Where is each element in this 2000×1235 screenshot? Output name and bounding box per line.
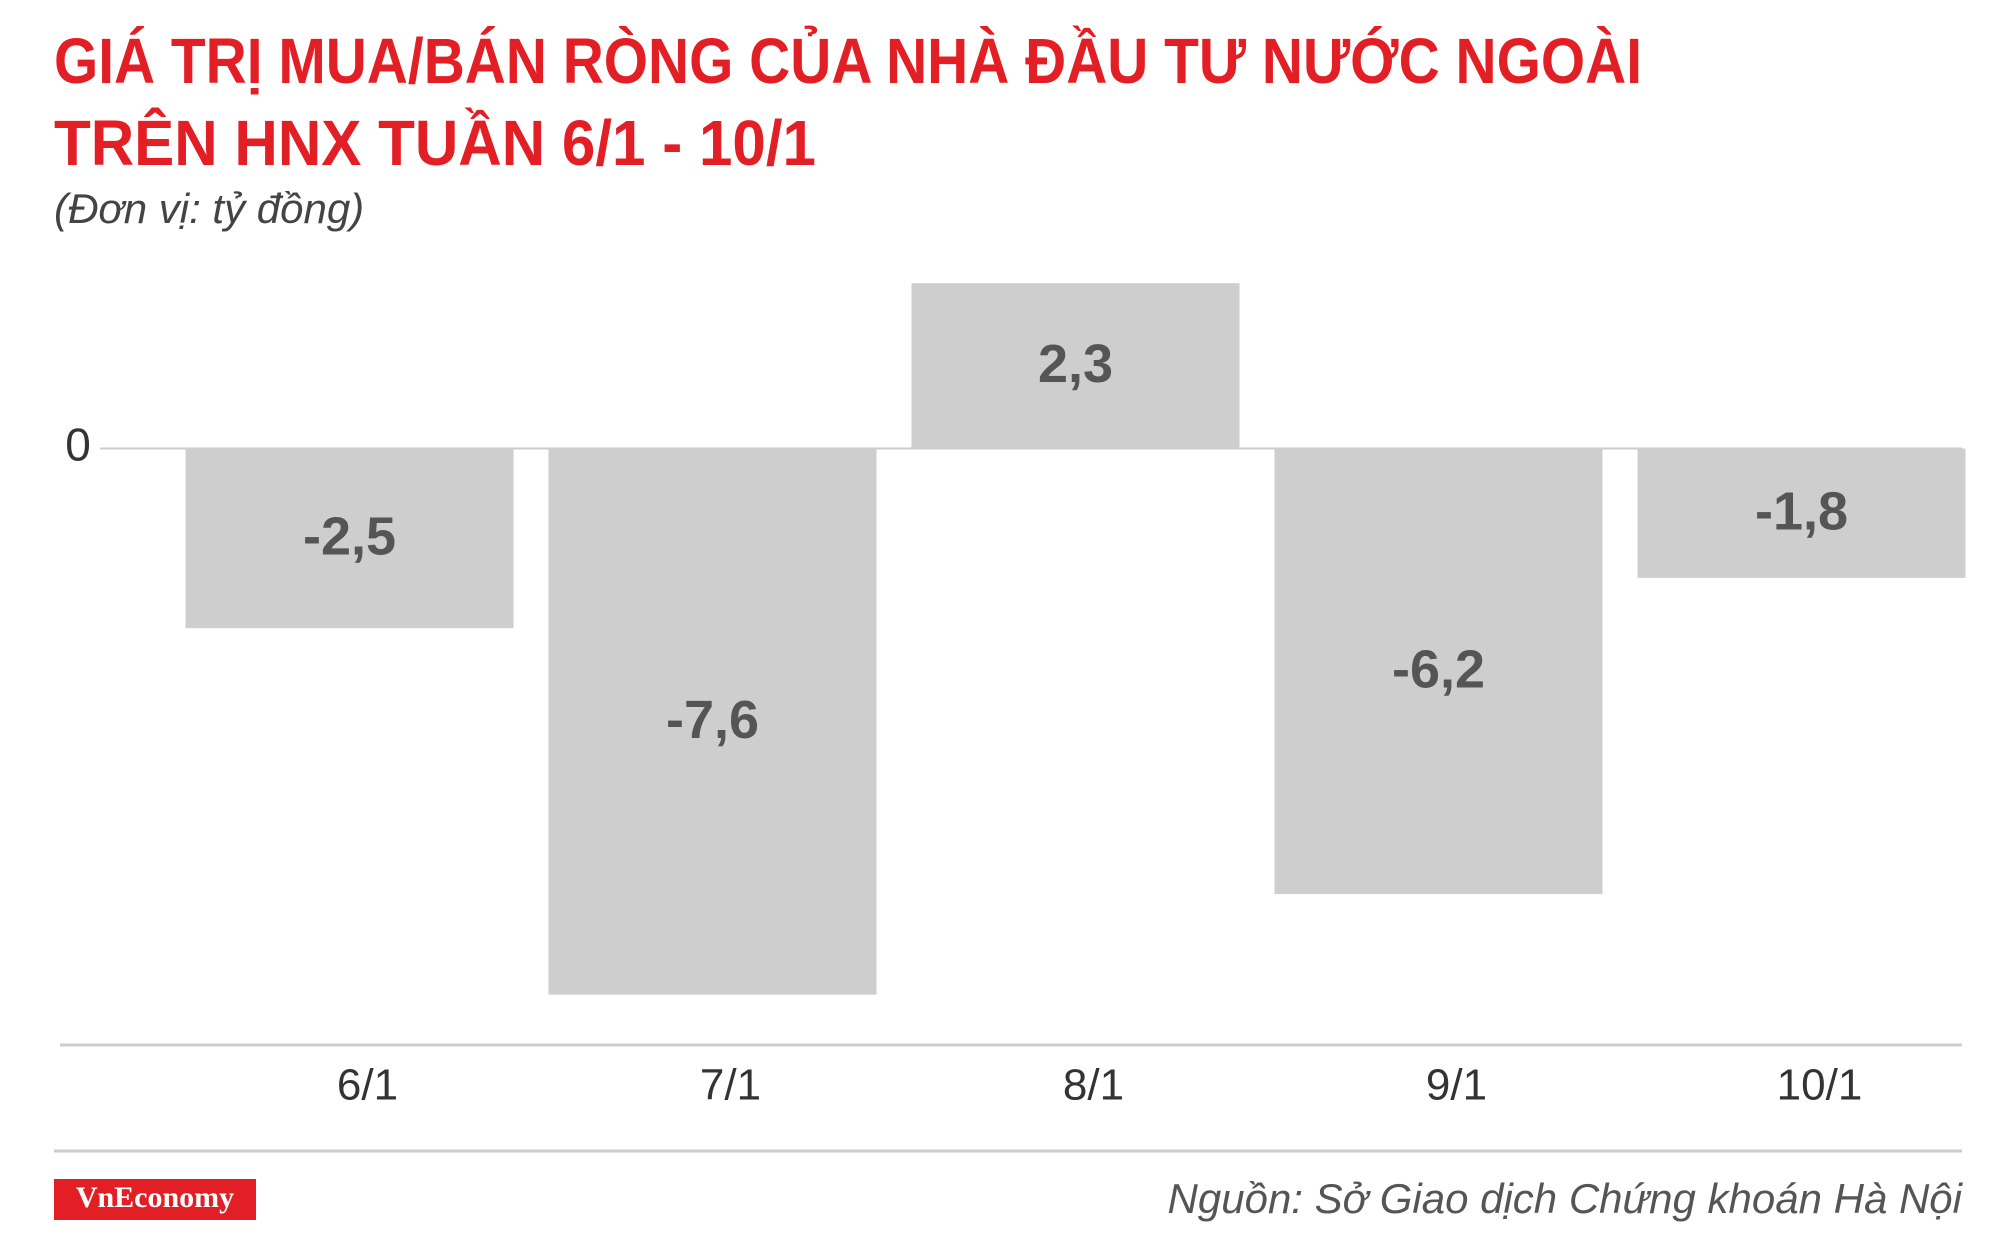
x-tick-label: 6/1: [337, 1061, 398, 1110]
x-tick-label: 9/1: [1426, 1061, 1487, 1110]
bar: [548, 448, 877, 995]
bar: [1637, 448, 1966, 578]
value-label: -6,2: [1392, 640, 1485, 700]
value-label: 2,3: [1038, 334, 1113, 394]
chart-title: GIÁ TRỊ MUA/BÁN RÒNG CỦA NHÀ ĐẦU TƯ NƯỚC…: [54, 24, 1642, 97]
x-tick-label: 7/1: [700, 1061, 761, 1110]
logo: VnEconomy: [76, 1181, 234, 1214]
value-label: -7,6: [666, 690, 759, 750]
chart-subtitle: (Đơn vị: tỷ đồng): [54, 185, 364, 232]
x-tick-label: 10/1: [1777, 1061, 1863, 1110]
chart-title: TRÊN HNX TUẦN 6/1 - 10/1: [54, 106, 816, 179]
value-label: -2,5: [303, 507, 396, 567]
x-tick-label: 8/1: [1063, 1061, 1124, 1110]
logo-box: [54, 1179, 256, 1220]
y-tick-label: 0: [65, 419, 91, 471]
bar: [911, 283, 1240, 449]
source: Nguồn: Sở Giao dịch Chứng khoán Hà Nội: [1168, 1175, 1964, 1222]
value-label: -1,8: [1755, 481, 1848, 541]
bar: [185, 448, 514, 629]
bar: [1274, 448, 1603, 895]
